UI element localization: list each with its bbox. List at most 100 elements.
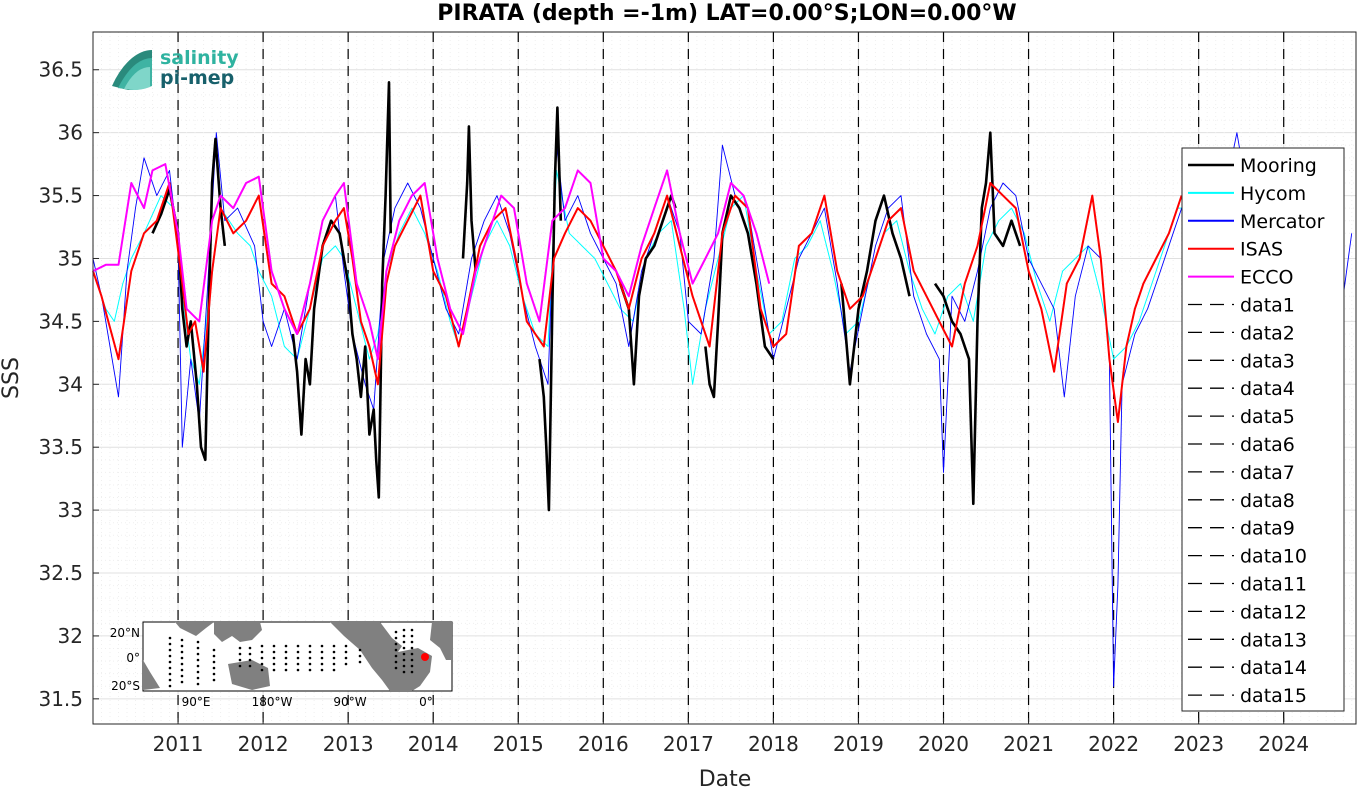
inset-map-mooring-dots [168, 628, 414, 688]
legend-label: data11 [1240, 574, 1307, 596]
inset-mooring-dot [212, 648, 216, 652]
inset-mooring-dot [394, 642, 398, 646]
legend-label: ECCO [1240, 267, 1294, 289]
x-tick-label: 2012 [238, 732, 289, 756]
inset-mooring-dot [272, 662, 276, 666]
inset-mooring-dot [308, 668, 312, 672]
inset-mooring-dot [402, 670, 406, 674]
x-tick-label: 2014 [408, 732, 459, 756]
inset-lat-label-0: 0° [126, 651, 140, 665]
y-tick-label: 36 [58, 121, 83, 145]
x-tick-label: 2016 [578, 732, 629, 756]
legend-label: Mooring [1240, 155, 1317, 177]
inset-mooring-dot [284, 644, 288, 648]
inset-mooring-dot [308, 656, 312, 660]
legend-label: ISAS [1240, 239, 1283, 261]
inset-mooring-dot [344, 650, 348, 654]
inset-mooring-dot [410, 628, 414, 632]
x-tick-label: 2021 [1003, 732, 1054, 756]
inset-mooring-dot [196, 676, 200, 680]
x-tick-label: 2011 [153, 732, 204, 756]
inset-mooring-dot [168, 672, 172, 676]
inset-mooring-dot [260, 644, 264, 648]
y-tick-label: 33 [58, 498, 83, 522]
inset-mooring-dot [196, 664, 200, 668]
legend-label: data8 [1240, 490, 1295, 512]
inset-mooring-dot [332, 644, 336, 648]
inset-mooring-dot [308, 644, 312, 648]
inset-lon-label-90w: 90°W [333, 695, 366, 709]
inset-mooring-dot [320, 644, 324, 648]
inset-lon-label-180w: 180°W [252, 695, 293, 709]
inset-mooring-dot [180, 656, 184, 660]
inset-mooring-dot [320, 656, 324, 660]
inset-lon-label-0: 0° [419, 695, 433, 709]
inset-mooring-dot [272, 650, 276, 654]
inset-mooring-dot [284, 662, 288, 666]
inset-mooring-dot [394, 648, 398, 652]
inset-mooring-dot [196, 646, 200, 650]
y-axis-title: SSS [0, 357, 24, 399]
y-tick-label: 33.5 [38, 435, 83, 459]
legend-label: data10 [1240, 546, 1307, 568]
inset-mooring-dot [196, 640, 200, 644]
inset-map-africa [143, 622, 214, 690]
series-line-hycom [92, 169, 1186, 385]
x-axis-title: Date [699, 767, 752, 790]
y-tick-label: 34 [58, 372, 83, 396]
inset-mooring-dot [238, 658, 242, 662]
inset-lat-label-20s: 20°S [111, 679, 140, 693]
inset-mooring-dot [394, 630, 398, 634]
inset-mooring-dot [410, 646, 414, 650]
legend: Mooring Hycom Mercator ISAS ECCO data1 data2 da… [1181, 147, 1345, 712]
inset-mooring-dot [248, 664, 252, 668]
inset-mooring-dot [358, 654, 362, 658]
series-line-mooring [933, 131, 1022, 506]
inset-mooring-dot [196, 682, 200, 686]
logo-waves-icon [112, 50, 152, 90]
inset-mooring-dot [180, 680, 184, 684]
inset-map-west-africa [430, 622, 452, 660]
inset-mooring-dot [394, 660, 398, 664]
inset-mooring-dot [402, 634, 406, 638]
x-tick-label: 2024 [1258, 732, 1309, 756]
inset-mooring-dot [402, 628, 406, 632]
y-tick-label: 32.5 [38, 561, 83, 585]
legend-entries: Mooring Hycom Mercator ISAS ECCO data1 data2 da… [1188, 155, 1325, 707]
inset-mooring-dot [180, 650, 184, 654]
inset-mooring-dot [168, 660, 172, 664]
inset-mooring-dot [296, 668, 300, 672]
inset-mooring-dot [168, 648, 172, 652]
inset-mooring-dot [180, 662, 184, 666]
x-tick-label: 2018 [748, 732, 799, 756]
inset-mooring-dot [180, 668, 184, 672]
x-axis-ticks: 2011 2012 2013 2014 2015 2016 2017 2018 2019 2020… [153, 718, 1309, 756]
inset-mooring-dot [296, 656, 300, 660]
selected-mooring-marker [421, 653, 429, 661]
inset-mooring-dot [212, 660, 216, 664]
inset-mooring-dot [402, 640, 406, 644]
inset-mooring-dot [410, 634, 414, 638]
legend-label: data7 [1240, 462, 1295, 484]
chart-title: PIRATA (depth =-1m) LAT=0.00°S;LON=0.00°… [437, 1, 1016, 26]
inset-mooring-dot [212, 654, 216, 658]
inset-map: 20°N 0° 20°S 90°E 180°W 90°W 0° [110, 621, 453, 709]
y-tick-label: 35 [58, 246, 83, 270]
y-tick-label: 35.5 [38, 184, 83, 208]
inset-mooring-dot [196, 658, 200, 662]
inset-mooring-dot [394, 636, 398, 640]
inset-mooring-dot [260, 668, 264, 672]
inset-lon-label-90e: 90°E [182, 695, 211, 709]
inset-mooring-dot [260, 656, 264, 660]
legend-label: data14 [1240, 657, 1307, 679]
legend-label: data3 [1240, 350, 1295, 372]
inset-mooring-dot [168, 642, 172, 646]
plot-frame [92, 31, 1357, 725]
legend-label: data4 [1240, 378, 1295, 400]
legend-label: data5 [1240, 406, 1295, 428]
logo-pi-mep-text: pi-mep [160, 67, 234, 89]
inset-mooring-dot [248, 658, 252, 662]
inset-mooring-dot [168, 684, 172, 688]
inset-mooring-dot [402, 664, 406, 668]
inset-mooring-dot [410, 664, 414, 668]
